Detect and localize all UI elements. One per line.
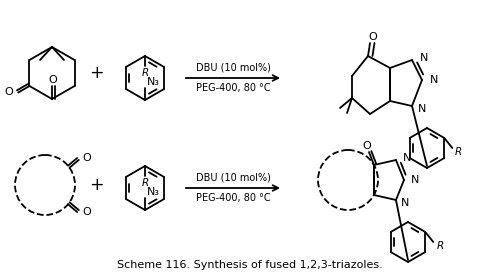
Text: R: R [436,241,444,251]
Text: PEG-400, 80 °C: PEG-400, 80 °C [196,83,270,93]
Text: N: N [430,75,438,85]
Text: O: O [83,207,92,217]
Text: O: O [362,141,372,151]
Text: R: R [142,178,148,188]
Text: N: N [403,153,411,163]
Text: DBU (10 mol%): DBU (10 mol%) [196,63,270,73]
Text: Scheme 116. Synthesis of fused 1,2,3-triazoles.: Scheme 116. Synthesis of fused 1,2,3-tri… [117,260,383,270]
Text: N₃: N₃ [147,77,160,87]
Text: N₃: N₃ [147,187,160,197]
Text: N: N [418,104,426,114]
Text: O: O [4,87,13,97]
Text: +: + [88,176,104,194]
Text: R: R [454,147,462,157]
Text: R: R [142,68,148,78]
Text: PEG-400, 80 °C: PEG-400, 80 °C [196,193,270,203]
Text: +: + [88,64,104,82]
Text: O: O [83,153,92,163]
Text: N: N [420,53,428,63]
Text: N: N [401,198,409,208]
Text: O: O [368,32,377,42]
Text: DBU (10 mol%): DBU (10 mol%) [196,173,270,183]
Text: O: O [48,75,58,85]
Text: N: N [411,175,420,185]
